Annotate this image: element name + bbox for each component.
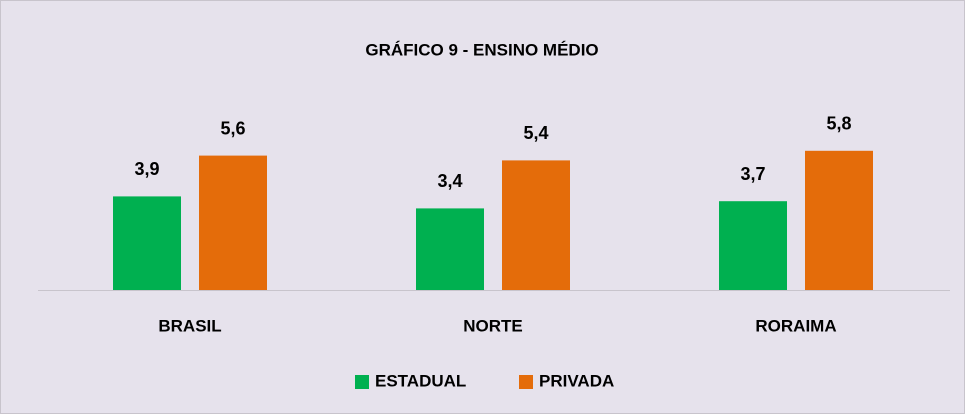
legend-swatch xyxy=(355,375,369,389)
data-label: 5,6 xyxy=(220,118,245,138)
chart-title: GRÁFICO 9 - ENSINO MÉDIO xyxy=(365,40,598,59)
bar xyxy=(502,160,570,290)
bar xyxy=(719,201,787,290)
bar xyxy=(805,150,873,290)
legend-label: ESTADUAL xyxy=(375,371,466,390)
x-tick-label: RORAIMA xyxy=(755,316,836,335)
x-tick-label: NORTE xyxy=(463,316,523,335)
bar xyxy=(113,196,181,290)
data-label: 5,8 xyxy=(826,114,851,134)
data-label: 5,4 xyxy=(523,123,548,143)
bar xyxy=(416,208,484,290)
data-label: 3,9 xyxy=(134,159,159,179)
data-label: 3,7 xyxy=(740,164,765,184)
bar xyxy=(199,155,267,290)
x-tick-label: BRASIL xyxy=(158,316,221,335)
legend-label: PRIVADA xyxy=(539,371,614,390)
data-label: 3,4 xyxy=(437,171,462,191)
legend-swatch xyxy=(519,375,533,389)
